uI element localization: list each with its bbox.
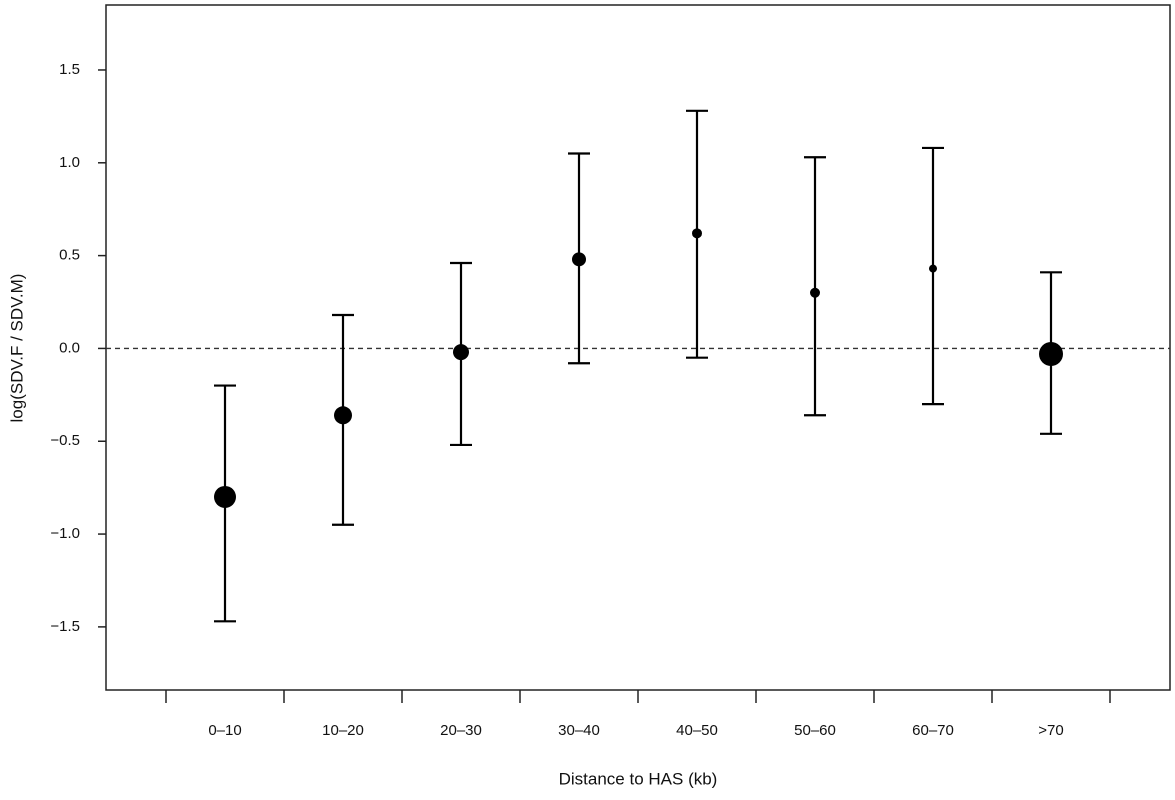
x-tick-label: 60–70	[912, 722, 954, 739]
point	[334, 406, 352, 425]
y-tick-label: 1.5	[59, 61, 80, 78]
y-tick-label: 0.5	[59, 247, 80, 264]
x-tick-label: 10–20	[322, 722, 364, 739]
x-tick-label: 0–10	[208, 722, 241, 739]
y-tick-label: −0.5	[50, 432, 80, 449]
point	[214, 485, 236, 508]
point	[929, 264, 937, 273]
plot-frame	[105, 4, 1171, 691]
y-tick-label: −1.0	[50, 525, 80, 542]
x-tick-label: 30–40	[558, 722, 600, 739]
x-tick-label: 50–60	[794, 722, 836, 739]
x-tick-label: 40–50	[676, 722, 718, 739]
point	[810, 287, 820, 298]
x-tick-label: >70	[1038, 722, 1063, 739]
y-axis-title: log(SDV.F / SDV.M)	[7, 274, 26, 423]
x-tick-label: 20–30	[440, 722, 482, 739]
x-axis-title: Distance to HAS (kb)	[559, 769, 718, 788]
y-tick-label: 1.0	[59, 154, 80, 171]
point	[692, 228, 702, 239]
point	[453, 344, 469, 361]
y-tick-label: −1.5	[50, 618, 80, 635]
point	[1039, 341, 1063, 366]
point	[572, 252, 586, 267]
y-tick-label: 0.0	[59, 339, 80, 356]
